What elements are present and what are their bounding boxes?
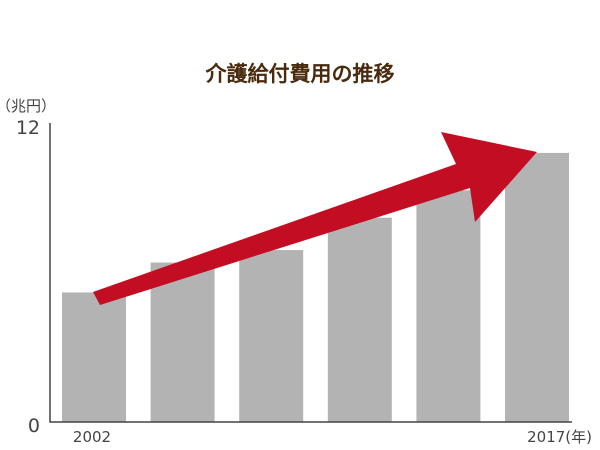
- bar: [505, 152, 569, 422]
- bar: [62, 292, 126, 422]
- bar: [239, 250, 304, 422]
- y-tick-0: 0: [28, 415, 40, 437]
- chart-title: 介護給付費用の推移: [205, 62, 395, 86]
- axis-lines: [49, 123, 572, 423]
- x-tick-first: 2002: [73, 428, 111, 446]
- bar: [327, 217, 392, 422]
- y-tick-12: 12: [16, 117, 40, 139]
- y-axis-label: （兆円）: [0, 97, 56, 115]
- bar: [150, 262, 215, 422]
- trend-arrow: [93, 132, 537, 305]
- bar: [416, 190, 481, 422]
- x-tick-last: 2017(年): [527, 428, 592, 446]
